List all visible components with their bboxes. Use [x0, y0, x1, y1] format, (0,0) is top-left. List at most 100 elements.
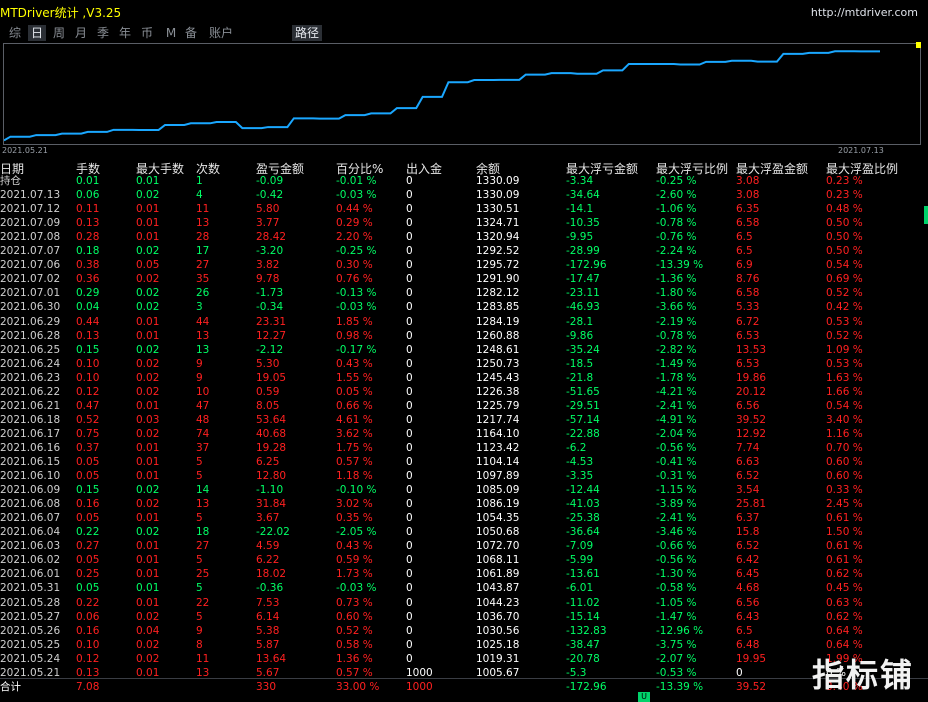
cell: -0.09: [256, 175, 284, 187]
app-title: MTDriver统计 ,V3.25: [0, 6, 122, 20]
cell: 0.25: [76, 568, 100, 581]
website-link[interactable]: http://mtdriver.com: [810, 6, 918, 19]
cell: 1.55 %: [336, 371, 373, 384]
tab-0[interactable]: 综: [8, 26, 21, 40]
cell: 0.61 %: [826, 554, 863, 567]
cell: 0.01: [136, 582, 160, 595]
cell: -2.41 %: [656, 399, 697, 412]
cell: 0: [406, 638, 413, 651]
tab-1[interactable]: 日: [28, 25, 46, 41]
cell: -0.66 %: [656, 540, 697, 553]
cell: 9: [196, 624, 203, 637]
cell: 0.61 %: [826, 512, 863, 525]
cell: 0.01: [136, 568, 160, 581]
cell: 0.54 %: [826, 399, 863, 412]
cell: 持仓: [0, 175, 21, 187]
cell: 0.05: [76, 470, 100, 483]
cell: 0: [406, 568, 413, 581]
cell: -0.78 %: [656, 217, 697, 230]
table-row: 2021.06.23 0.10 0.02 9 19.05 1.55 % 0 1245.43 -2…: [0, 371, 928, 385]
side-scroll-marker[interactable]: [924, 206, 928, 224]
table-row: 2021.06.21 0.47 0.01 47 8.05 0.66 % 0 1225.79 -2…: [0, 399, 928, 413]
cell: -0.25 %: [656, 175, 697, 187]
cell: 0.52 %: [336, 624, 373, 637]
tab-7[interactable]: M: [165, 26, 177, 40]
tab-2[interactable]: 周: [52, 26, 65, 40]
cell: 2021.06.10: [0, 470, 61, 483]
tab-4[interactable]: 季: [96, 26, 109, 40]
cell: 14: [196, 484, 210, 497]
cell: 0.02: [136, 498, 160, 511]
cell: 0.02: [136, 652, 160, 665]
period-tabs: 综日周月季年币 M 备账户 路径: [0, 25, 600, 42]
table-row: 2021.06.16 0.37 0.01 37 19.28 1.75 % 0 1123.42 -…: [0, 441, 928, 455]
cell: 0.61 %: [826, 540, 863, 553]
table-row: 2021.06.03 0.27 0.01 27 4.59 0.43 % 0 1072.70 -7…: [0, 539, 928, 553]
table-row: 2021.06.29 0.44 0.01 44 23.31 1.85 % 0 1284.19 -…: [0, 315, 928, 329]
cell: 0: [406, 610, 413, 623]
cell: 1292.52: [476, 245, 520, 258]
cell: -0.01 %: [336, 175, 377, 187]
cell: 0.37: [76, 441, 100, 454]
cell: 0: [406, 189, 413, 202]
table-row: 2021.06.15 0.05 0.01 5 6.25 0.57 % 0 1104.14 -4.…: [0, 455, 928, 469]
cell: 2021.06.09: [0, 484, 61, 497]
tab-6[interactable]: 币: [140, 26, 153, 40]
cell: 0: [406, 259, 413, 272]
cell: 0: [406, 273, 413, 286]
cell: 6.22: [256, 554, 280, 567]
cell: -36.64: [566, 526, 600, 539]
cell: 22: [196, 596, 210, 609]
cell: 1.09 %: [826, 343, 863, 356]
cell: 0.02: [136, 484, 160, 497]
cell: 1104.14: [476, 456, 520, 468]
cell: 5.87: [256, 638, 280, 651]
cell: 0.02: [136, 245, 160, 258]
cell: 0.02: [136, 371, 160, 384]
cell: -25.38: [566, 512, 600, 525]
table-row: 2021.06.18 0.52 0.03 48 53.64 4.61 % 0 1217.74 -…: [0, 413, 928, 427]
cell: 7.74: [736, 441, 760, 454]
cell: 0: [406, 301, 413, 314]
cell: 0: [406, 203, 413, 216]
cell: 6.58: [736, 287, 760, 300]
cell: -57.14: [566, 413, 600, 426]
cell: 0.54 %: [826, 259, 863, 272]
chart-scroll-marker[interactable]: [916, 42, 921, 48]
cell: 0.02: [136, 189, 160, 202]
header-7: 余额: [476, 162, 501, 176]
cell: 3.02 %: [336, 498, 373, 511]
cell: -2.24 %: [656, 245, 697, 258]
cell: 6.48: [736, 638, 760, 651]
cell: 0.60 %: [336, 610, 373, 623]
cell: 0.18: [76, 245, 100, 258]
tab-9[interactable]: 账户: [208, 26, 233, 40]
cell: -11.02: [566, 596, 600, 609]
cell: 0.64 %: [826, 638, 863, 651]
cell: 0.28: [76, 231, 100, 244]
cell: 1217.74: [476, 413, 520, 426]
cell: 2021.06.25: [0, 343, 61, 356]
cell: 40.68: [256, 427, 287, 440]
cell: 25: [196, 568, 210, 581]
cell: 2021.05.28: [0, 596, 61, 609]
tab-8[interactable]: 备: [184, 26, 197, 40]
path-button[interactable]: 路径: [292, 25, 323, 41]
tab-3[interactable]: 月: [74, 26, 87, 40]
tab-5[interactable]: 年: [118, 26, 131, 40]
cell: 5.30: [256, 357, 280, 370]
cell: 3.54: [736, 484, 760, 497]
cell: 0.01: [136, 456, 160, 468]
table-row: 2021.06.10 0.05 0.01 5 12.80 1.18 % 0 1097.89 -3…: [0, 469, 928, 483]
cell: 3: [196, 301, 203, 314]
cell: 0.11: [76, 203, 100, 216]
total-divider: [0, 678, 928, 679]
cell: 1000: [406, 666, 433, 679]
cell: 1260.88: [476, 329, 520, 342]
cell: 0.69 %: [826, 273, 863, 286]
cell: -0.13 %: [336, 287, 377, 300]
table-row: 2021.07.12 0.11 0.01 11 5.80 0.44 % 0 1330.51 -1…: [0, 202, 928, 216]
cell: -2.41 %: [656, 512, 697, 525]
cell: 6.5: [736, 231, 753, 244]
cell: 2.20 %: [336, 231, 373, 244]
